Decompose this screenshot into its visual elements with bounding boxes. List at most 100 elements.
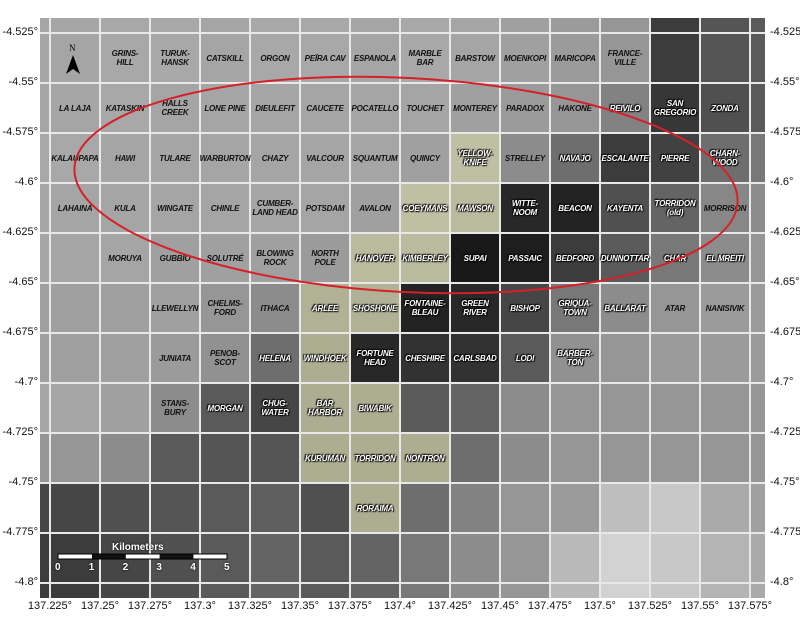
site-label: BALLARAT [604, 303, 646, 313]
terrain-tile [40, 183, 50, 233]
north-arrow-icon [66, 55, 80, 74]
terrain-tile [350, 533, 400, 583]
site-label: LA LAJA [58, 103, 92, 113]
terrain-tile [600, 483, 650, 533]
scale-bar-label: 1 [88, 562, 95, 573]
terrain-tile [200, 433, 250, 483]
terrain-tile [250, 18, 300, 33]
grid-line-horizontal [40, 132, 765, 134]
site-label: ORGON [260, 53, 290, 63]
site-label: NORTH POLE [311, 249, 339, 267]
terrain-tile [700, 483, 750, 533]
grid-line-vertical [449, 18, 451, 598]
site-label: BEDFORD [555, 253, 595, 263]
terrain-tile [650, 583, 700, 598]
site-label: FORTUNE HEAD [356, 349, 394, 367]
site-label: CHINLE [210, 203, 240, 213]
terrain-tile [150, 233, 200, 283]
site-label: SAN GREGORIO [653, 99, 697, 117]
terrain-tile [300, 33, 350, 83]
site-label: MORGAN [207, 403, 243, 413]
grid-line-horizontal [40, 432, 765, 434]
terrain-tile [40, 83, 50, 133]
terrain-tile [250, 183, 300, 233]
terrain-tile [450, 583, 500, 598]
terrain-tile [40, 533, 50, 583]
site-label: GREEN RIVER [461, 299, 489, 317]
terrain-tile [750, 333, 765, 383]
highlighted-cell [350, 233, 400, 283]
site-label: COEYMANS [402, 203, 448, 213]
highlighted-cell [350, 483, 400, 533]
terrain-tile [200, 33, 250, 83]
terrain-tile [350, 133, 400, 183]
site-label: MOENKOPI [504, 53, 546, 63]
grid-line-vertical [549, 18, 551, 598]
terrain-tile [400, 18, 450, 33]
terrain-tile [50, 583, 100, 598]
terrain-tile [350, 583, 400, 598]
x-tick-label: 137.35° [280, 600, 320, 612]
terrain-tile [600, 133, 650, 183]
terrain-tile [650, 533, 700, 583]
terrain-tile [750, 18, 765, 33]
site-label: SOLUTRÉ [206, 253, 244, 263]
site-label: BARBER- TON [557, 349, 593, 367]
y-tick-label-right: -4.725° [770, 426, 800, 438]
grid-line-vertical [299, 18, 301, 598]
site-label: RORAIMA [356, 503, 394, 513]
grid-line-horizontal [40, 382, 765, 384]
terrain-tile [150, 18, 200, 33]
terrain-tile [300, 133, 350, 183]
terrain-tile [550, 283, 600, 333]
terrain-tile [400, 133, 450, 183]
site-label: CHARN- WOOD [709, 149, 741, 167]
y-tick-label-right: -4.65° [770, 276, 800, 288]
terrain-tile [250, 333, 300, 383]
terrain-tile [40, 433, 50, 483]
terrain-tile [550, 483, 600, 533]
site-label: BISHOP [510, 303, 540, 313]
site-label: PENOB- SCOT [210, 349, 240, 367]
highlighted-cell [450, 183, 500, 233]
site-label: CARLSBAD [453, 353, 497, 363]
terrain-tile [550, 333, 600, 383]
site-label: GUBBIO [159, 253, 191, 263]
terrain-tile [50, 383, 100, 433]
terrain-tile [400, 33, 450, 83]
y-tick-label-right: -4.75° [770, 476, 800, 488]
terrain-tile [500, 33, 550, 83]
y-tick-label-left: -4.7° [14, 376, 38, 388]
highlighted-cell [350, 433, 400, 483]
terrain-tile [350, 183, 400, 233]
x-tick-label: 137.3° [184, 600, 216, 612]
study-area-ellipse [73, 75, 739, 295]
terrain-tile [750, 283, 765, 333]
site-label: MARICOPA [554, 53, 596, 63]
terrain-tile [650, 333, 700, 383]
terrain-tile [40, 583, 50, 598]
y-tick-label-left: -4.6° [14, 176, 38, 188]
site-label: SHOSHONE [352, 303, 398, 313]
terrain-tile [150, 33, 200, 83]
terrain-tile [500, 233, 550, 283]
terrain-tile [700, 383, 750, 433]
terrain-tile [100, 233, 150, 283]
terrain-tile [50, 183, 100, 233]
terrain-tile [40, 333, 50, 383]
terrain-tile [600, 183, 650, 233]
terrain-tile [500, 183, 550, 233]
terrain-tile [250, 133, 300, 183]
site-label: HAKONE [558, 103, 592, 113]
terrain-tile [50, 233, 100, 283]
site-label: FRANCE- VILLE [607, 49, 643, 67]
grid-line-vertical [749, 18, 751, 598]
terrain-tile [650, 283, 700, 333]
terrain-tile [650, 383, 700, 433]
terrain-tile [350, 33, 400, 83]
terrain-tile [650, 18, 700, 33]
map-image[interactable]: GRINS- HILL TURUK- HANSK CATSKILL ORGON PEÏR… [40, 18, 765, 598]
terrain-tile [750, 33, 765, 83]
terrain-tile [50, 83, 100, 133]
terrain-tile [40, 133, 50, 183]
